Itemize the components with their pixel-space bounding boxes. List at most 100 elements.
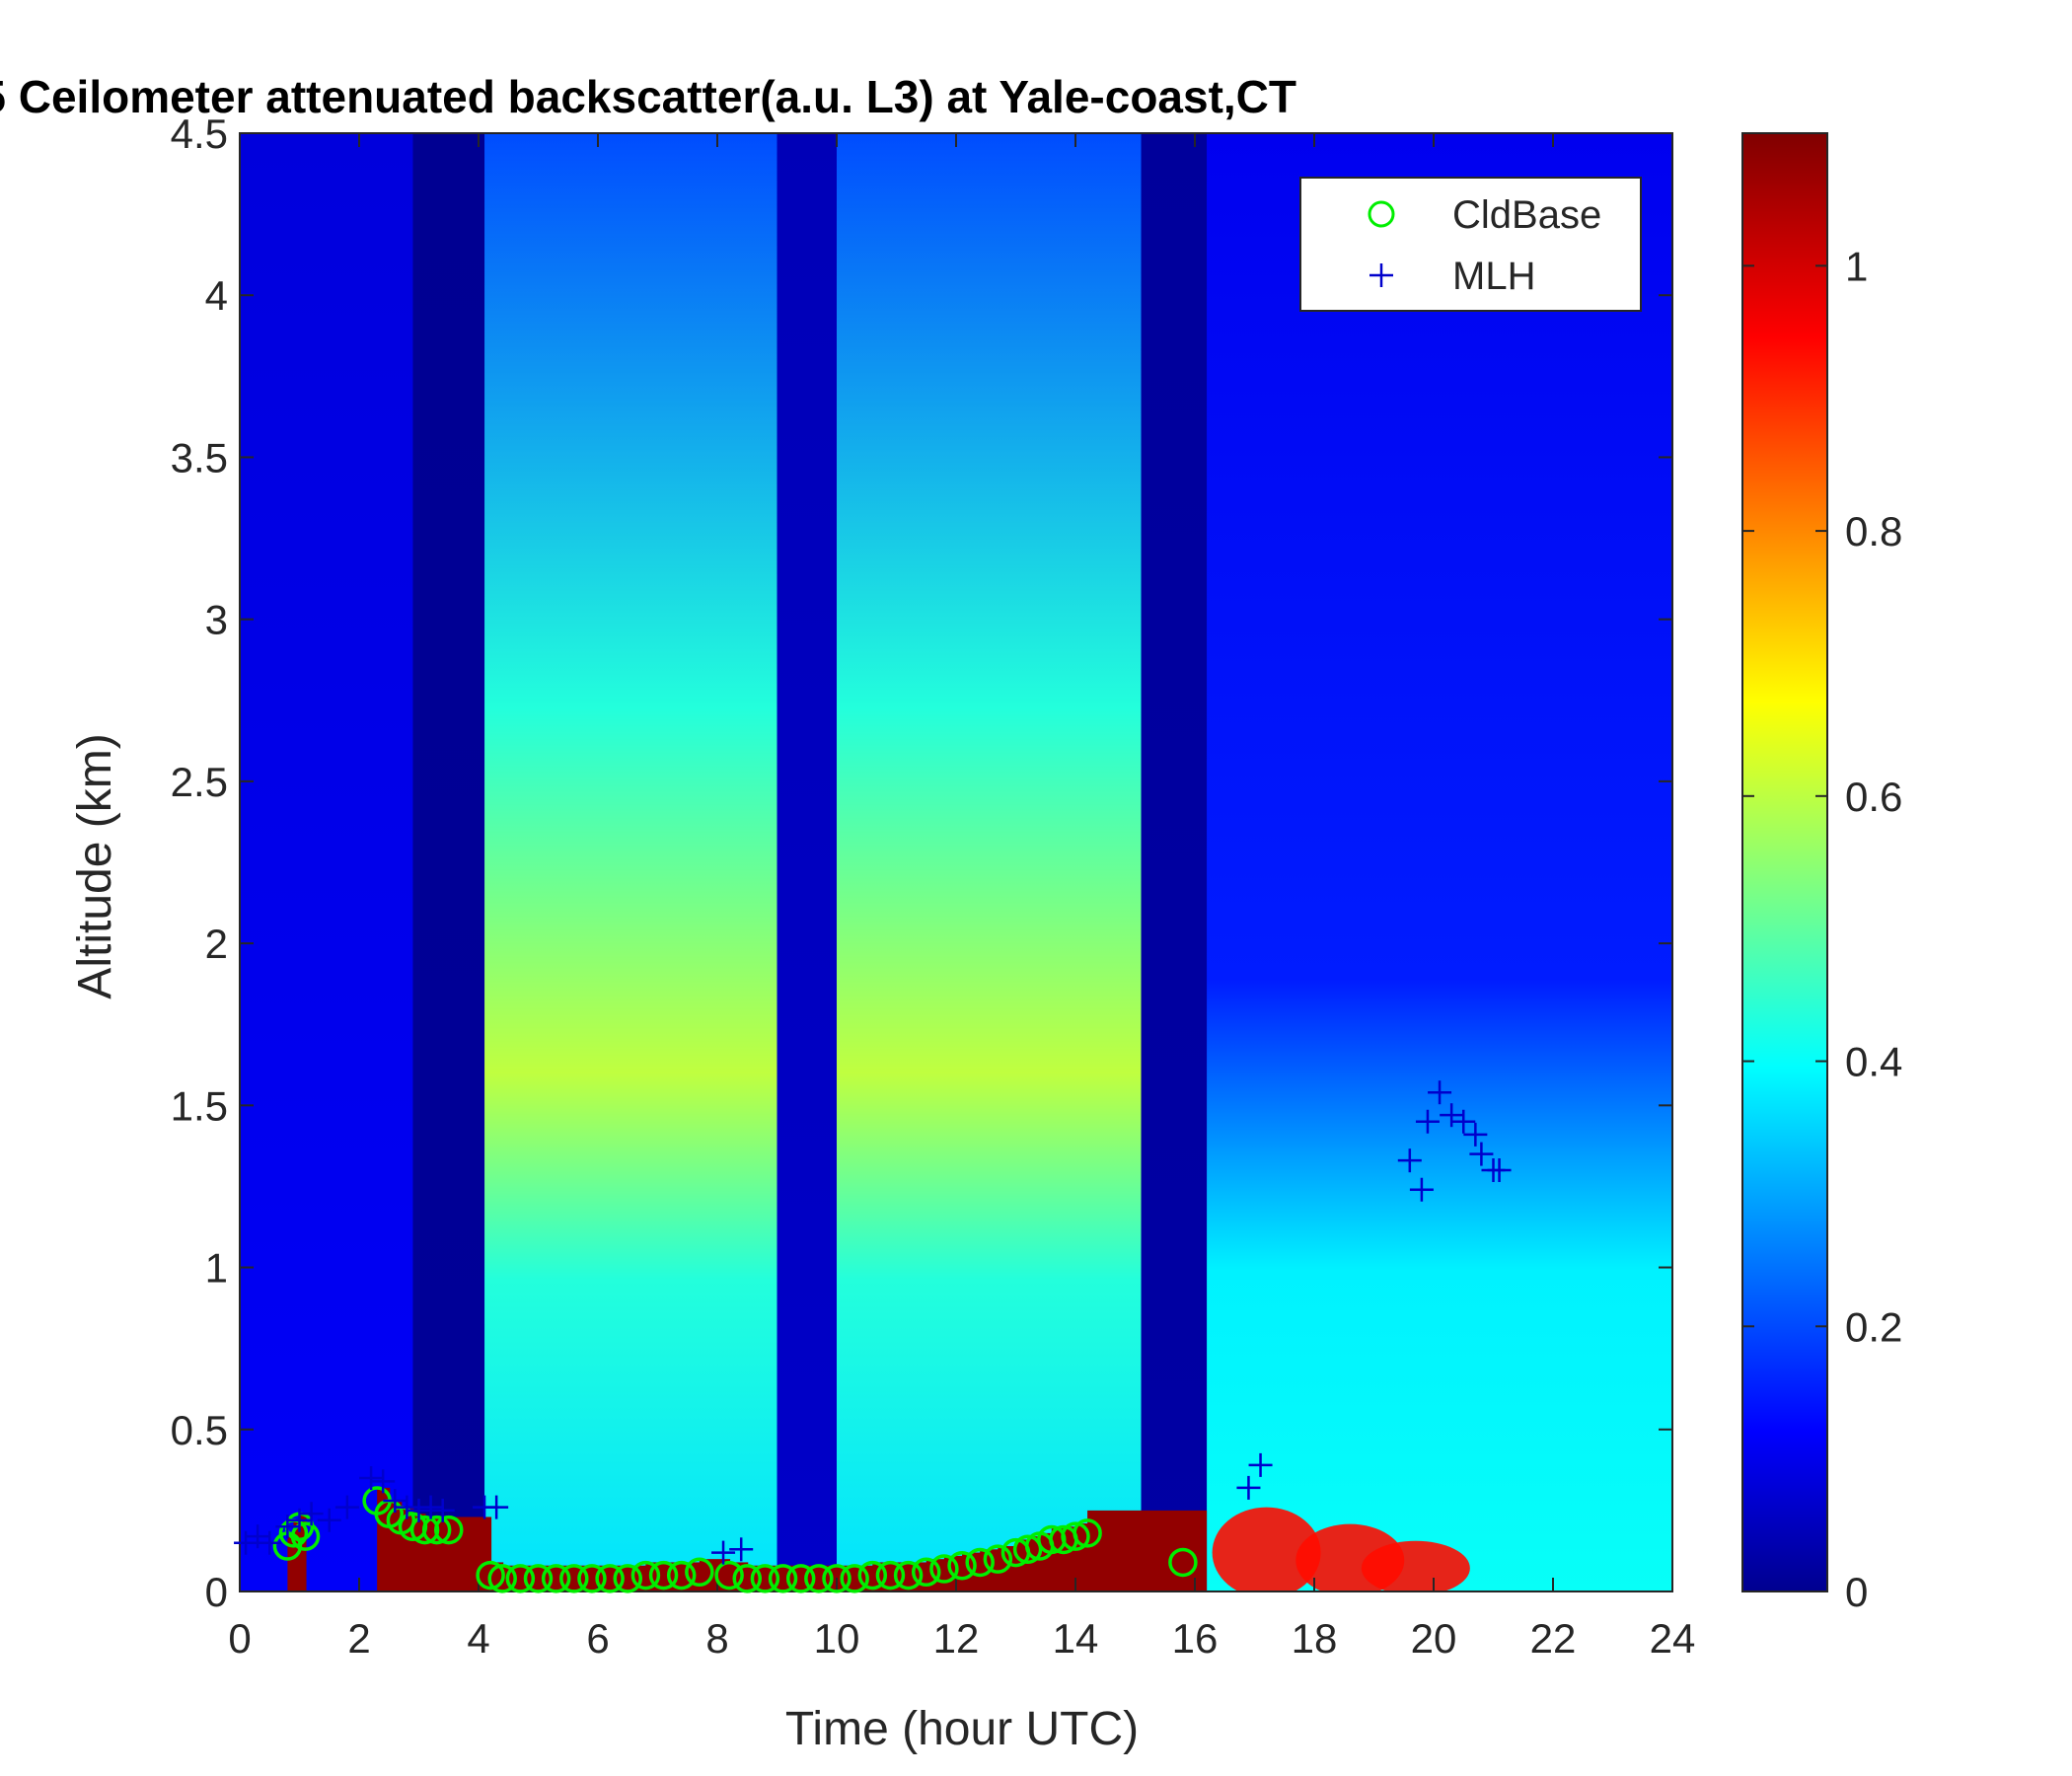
colorbar-tick-label: 0.2 xyxy=(1845,1303,1902,1350)
mlh-series xyxy=(234,1080,1512,1565)
heatmap-surface-layer xyxy=(520,1565,540,1591)
cldbase-point xyxy=(421,1515,452,1545)
cldbase-point xyxy=(476,1560,505,1591)
cldbase-point xyxy=(613,1564,642,1593)
mlh-point xyxy=(1428,1080,1452,1105)
cldbase-point xyxy=(409,1515,440,1545)
mlh-point xyxy=(234,1530,259,1555)
mlh-point xyxy=(334,1495,359,1519)
cldbase-point xyxy=(857,1560,888,1591)
heatmap-surface-layer xyxy=(1361,1540,1470,1591)
colorbar: 0 0.2 0.4 0.6 0.8 1 xyxy=(1741,132,1902,1615)
colorbar-gradient xyxy=(1741,132,1828,1592)
legend-mlh-marker xyxy=(1369,263,1393,287)
mlh-point xyxy=(287,1508,312,1532)
x-tick-label: 4 xyxy=(467,1615,489,1662)
heatmap-surface-layer xyxy=(747,1565,767,1591)
cldbase-point xyxy=(559,1564,589,1593)
y-tick-label: 4.5 xyxy=(171,111,228,157)
heatmap-surface-layer xyxy=(448,1517,492,1591)
colorbar-tick-label: 0.6 xyxy=(1845,774,1902,820)
x-tick-label: 24 xyxy=(1650,1615,1696,1662)
cldbase-point xyxy=(768,1564,798,1593)
x-tick-label: 14 xyxy=(1053,1615,1099,1662)
cldbase-point xyxy=(750,1564,780,1593)
heatmap-surface-layer xyxy=(782,1565,802,1591)
mlh-point xyxy=(258,1530,282,1555)
heatmap-surface-layer xyxy=(610,1565,629,1591)
cldbase-point xyxy=(290,1521,321,1551)
mlh-point xyxy=(1440,1103,1464,1128)
cldbase-point xyxy=(822,1564,851,1593)
cldbase-point xyxy=(1168,1547,1198,1578)
heatmap-surface-layer xyxy=(837,1565,856,1591)
cldbase-point xyxy=(1012,1534,1043,1565)
colorbar-tick-label: 1 xyxy=(1845,243,1868,289)
heatmap-surface-layer xyxy=(502,1565,522,1591)
cldbase-point xyxy=(434,1515,464,1545)
colorbar-tick-label: 0.8 xyxy=(1845,508,1902,555)
mlh-point xyxy=(1409,1177,1434,1202)
y-tick-label: 1.5 xyxy=(171,1082,228,1129)
x-tick-label: 20 xyxy=(1411,1615,1457,1662)
x-tick-label: 18 xyxy=(1292,1615,1338,1662)
legend-cldbase-label: CldBase xyxy=(1452,193,1601,237)
heatmap-surface-layer xyxy=(765,1565,784,1591)
heatmap-surface-layer xyxy=(538,1565,557,1591)
mlh-point xyxy=(1248,1452,1273,1477)
heatmap-surface-layer xyxy=(1027,1536,1041,1591)
cldbase-point xyxy=(487,1564,517,1593)
cldbase-point xyxy=(666,1560,697,1591)
cldbase-point xyxy=(595,1564,625,1593)
heatmap-layer xyxy=(240,133,1672,1591)
mlh-point xyxy=(1397,1148,1422,1173)
mlh-point xyxy=(317,1508,341,1532)
heatmap-surface-layer xyxy=(299,1514,307,1591)
cldbase-point xyxy=(947,1550,977,1581)
x-tick-label: 22 xyxy=(1530,1615,1577,1662)
mlh-point xyxy=(1236,1475,1261,1500)
x-tick-label: 8 xyxy=(705,1615,728,1662)
mlh-point xyxy=(711,1540,736,1565)
heatmap-band xyxy=(412,133,485,1591)
legend-box xyxy=(1299,177,1642,312)
x-tick-label: 10 xyxy=(814,1615,860,1662)
colorbar-tick-label: 0 xyxy=(1845,1569,1868,1615)
x-tick-labels: 0 2 4 6 8 10 12 14 16 18 20 22 24 xyxy=(228,1615,1695,1662)
plot-frame xyxy=(239,132,1673,1592)
mlh-point xyxy=(430,1498,455,1522)
heatmap-surface-layer xyxy=(1212,1507,1321,1591)
cldbase-point xyxy=(965,1547,995,1578)
mlh-point xyxy=(299,1502,324,1526)
mlh-point xyxy=(275,1515,300,1539)
mlh-point xyxy=(359,1466,384,1491)
cldbase-point xyxy=(875,1560,906,1591)
mlh-point xyxy=(1487,1158,1512,1183)
cldbase-point xyxy=(630,1560,661,1591)
cldbase-point xyxy=(577,1564,607,1593)
colorbar-tick-label: 0.4 xyxy=(1845,1039,1902,1085)
mlh-point xyxy=(1451,1109,1476,1134)
heatmap-surface-layer xyxy=(800,1565,820,1591)
cldbase-point xyxy=(893,1560,924,1591)
mlh-point xyxy=(418,1495,443,1519)
heatmap-band xyxy=(1207,133,1672,1591)
y-tick-label: 3.5 xyxy=(171,434,228,481)
mlh-point xyxy=(1469,1142,1494,1166)
heatmap-surface-layer xyxy=(555,1565,575,1591)
y-tick-labels: 0 0.5 1 1.5 2 2.5 3 3.5 4 4.5 xyxy=(171,111,228,1615)
cldbase-point xyxy=(685,1557,714,1588)
y-tick-label: 1 xyxy=(205,1245,228,1292)
chart-title: 2023Jul05 Ceilometer attenuated backscat… xyxy=(0,71,1296,122)
cldbase-point xyxy=(840,1564,869,1593)
cldbase-point xyxy=(983,1544,1013,1574)
heatmap-band xyxy=(777,133,837,1591)
heatmap-surface-layer xyxy=(818,1565,838,1591)
cldbase-point xyxy=(505,1564,536,1593)
cldbase-point xyxy=(523,1564,554,1593)
cldbase-point xyxy=(804,1564,834,1593)
heatmap-surface-layer xyxy=(1063,1526,1076,1591)
cldbase-point xyxy=(912,1557,941,1588)
mlh-point xyxy=(484,1495,509,1519)
cldbase-point xyxy=(732,1564,762,1593)
